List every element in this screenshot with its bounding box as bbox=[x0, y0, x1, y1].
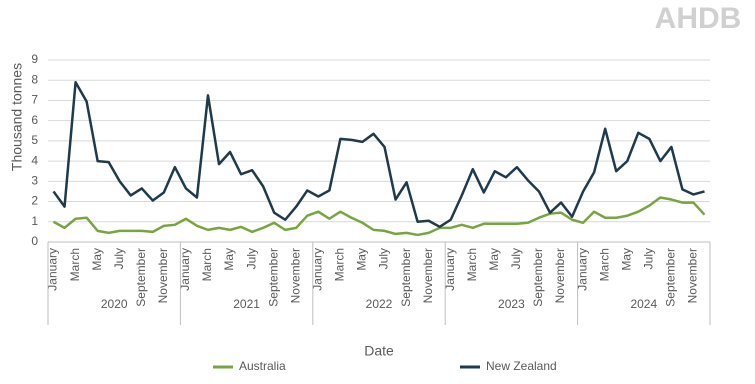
x-group-label: 2024 bbox=[630, 297, 657, 311]
x-tick-label: September bbox=[531, 248, 545, 307]
x-tick-label: January bbox=[575, 248, 589, 291]
y-axis-title: Thousand tonnes bbox=[9, 63, 25, 171]
x-tick-label: July bbox=[641, 248, 655, 269]
x-tick-label: May bbox=[90, 248, 104, 271]
y-tick-label: 3 bbox=[31, 174, 38, 188]
y-tick-label: 0 bbox=[31, 234, 38, 248]
x-tick-label: July bbox=[244, 248, 258, 269]
x-tick-label: January bbox=[46, 248, 60, 291]
x-tick-label: July bbox=[112, 248, 126, 269]
x-tick-label: January bbox=[443, 248, 457, 291]
x-tick-label: September bbox=[134, 248, 148, 307]
x-tick-label: November bbox=[288, 248, 302, 303]
x-group-label: 2022 bbox=[366, 297, 393, 311]
logo: AHDB bbox=[655, 2, 742, 35]
x-tick-label: May bbox=[487, 248, 501, 271]
x-tick-label: May bbox=[222, 248, 236, 271]
x-group-label: 2021 bbox=[233, 297, 260, 311]
x-tick-label: July bbox=[377, 248, 391, 269]
x-tick-label: November bbox=[421, 248, 435, 303]
x-tick-label: September bbox=[399, 248, 413, 307]
x-tick-label: March bbox=[200, 248, 214, 281]
line-series bbox=[52, 196, 706, 237]
x-group-label: 2020 bbox=[101, 297, 128, 311]
y-tick-label: 4 bbox=[31, 153, 38, 167]
x-tick-label: May bbox=[619, 248, 633, 271]
x-tick-label: March bbox=[465, 248, 479, 281]
x-axis-title: Date bbox=[364, 343, 394, 359]
x-tick-label: September bbox=[664, 248, 678, 307]
x-tick-label: November bbox=[553, 248, 567, 303]
x-tick-label: September bbox=[266, 248, 280, 307]
x-tick-label: March bbox=[68, 248, 82, 281]
x-tick-label: November bbox=[156, 248, 170, 303]
x-tick-label: January bbox=[178, 248, 192, 291]
legend-label: Australia bbox=[239, 359, 286, 373]
x-tick-label: July bbox=[509, 248, 523, 269]
y-tick-label: 1 bbox=[31, 214, 38, 228]
y-tick-label: 7 bbox=[31, 93, 38, 107]
y-tick-label: 5 bbox=[31, 133, 38, 147]
legend-label: New Zealand bbox=[486, 359, 557, 373]
y-tick-label: 9 bbox=[31, 52, 38, 66]
x-tick-label: March bbox=[597, 248, 611, 281]
y-tick-label: 2 bbox=[31, 194, 38, 208]
x-tick-label: May bbox=[355, 248, 369, 271]
x-tick-label: January bbox=[310, 248, 324, 291]
x-tick-label: November bbox=[686, 248, 700, 303]
y-tick-label: 8 bbox=[31, 72, 38, 86]
x-tick-label: March bbox=[333, 248, 347, 281]
line-series bbox=[52, 80, 705, 229]
y-tick-label: 6 bbox=[31, 113, 38, 127]
x-group-label: 2023 bbox=[498, 297, 525, 311]
